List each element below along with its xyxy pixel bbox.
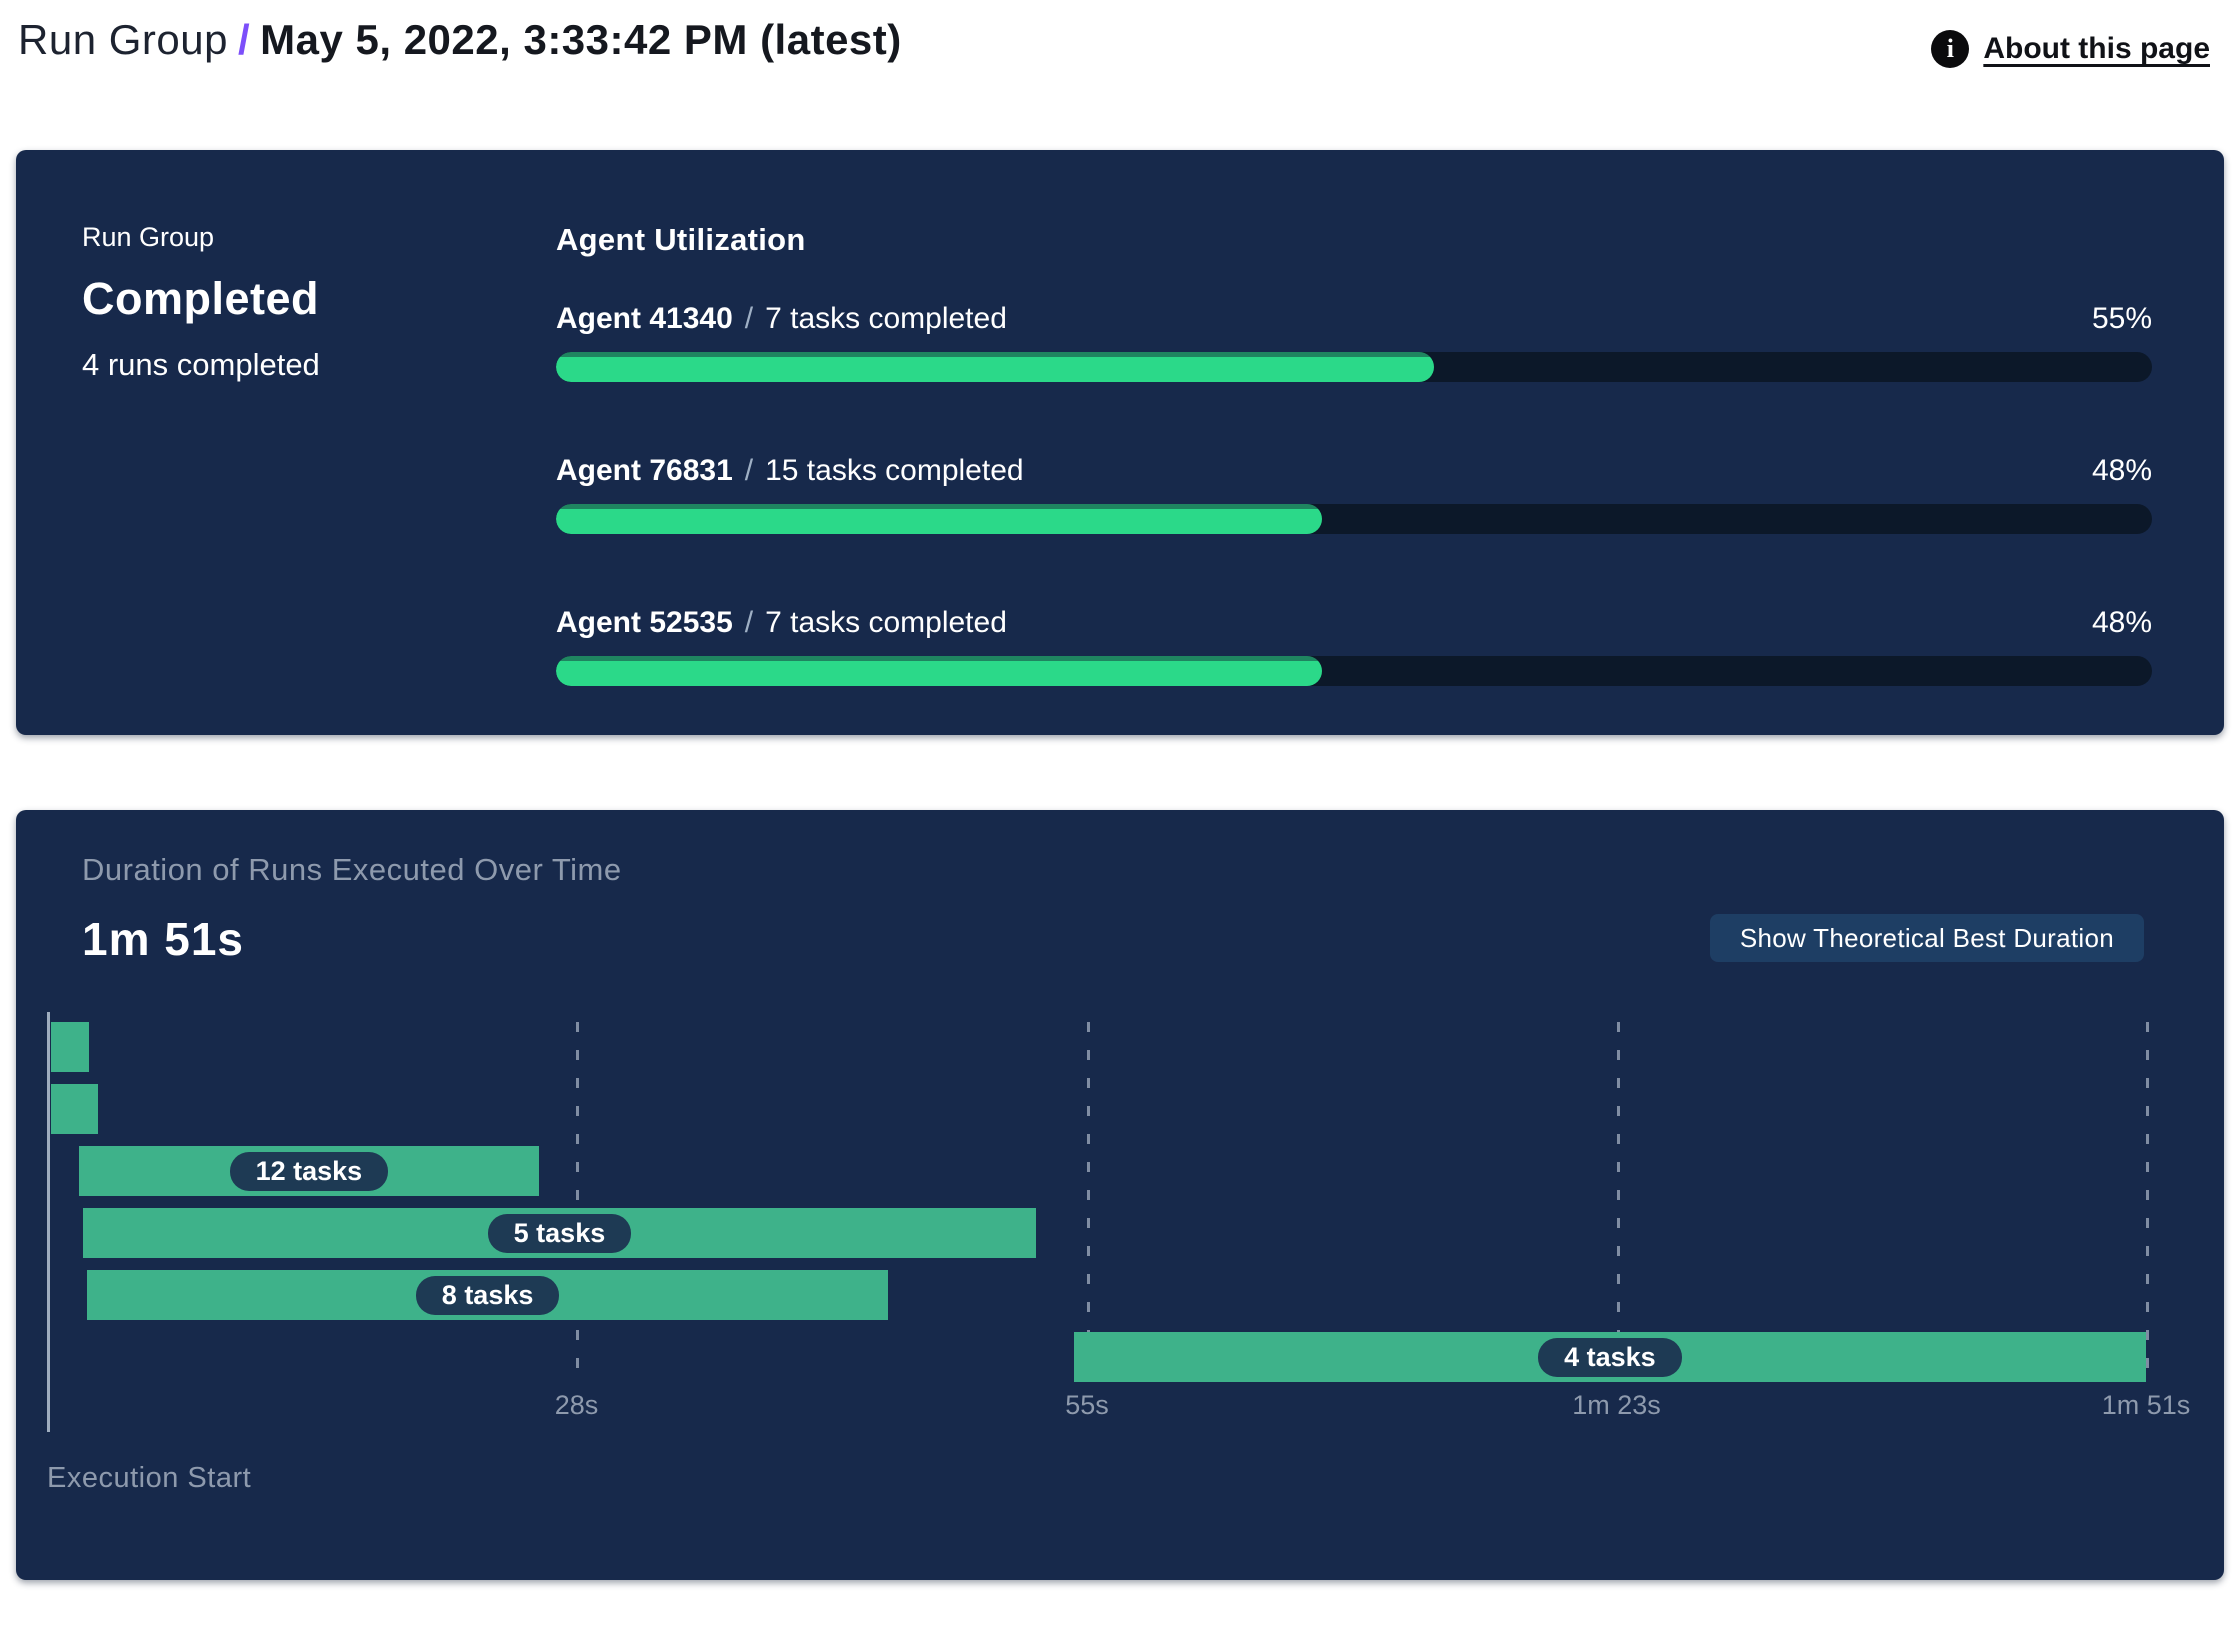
task-count-badge: 8 tasks: [415, 1275, 560, 1315]
agent-row: Agent 41340 / 7 tasks completed 55%: [556, 302, 2152, 382]
agent-tasks-completed: 7 tasks completed: [765, 302, 1007, 335]
agent-name: Agent 76831: [556, 454, 733, 487]
agent-percent: 48%: [2091, 606, 2152, 639]
axis-tick-label: 28s: [554, 1390, 599, 1420]
gridline: [576, 1022, 580, 1380]
info-icon[interactable]: i: [1931, 30, 1970, 68]
gantt-bar[interactable]: [50, 1084, 99, 1134]
agent-progress-track: [556, 352, 2152, 382]
agent-label-line: Agent 41340 / 7 tasks completed 55%: [556, 302, 2152, 336]
agent-percent: 55%: [2091, 302, 2152, 335]
gridline: [1087, 1022, 1091, 1380]
agent-separator: /: [744, 606, 754, 639]
run-group-panel: Run Group Completed 4 runs completed Age…: [16, 150, 2224, 735]
agent-progress-fill: [556, 656, 1323, 686]
about-this-page-link[interactable]: About this page: [1983, 32, 2210, 65]
agent-rows: Agent 41340 / 7 tasks completed 55% Agent 76…: [556, 302, 2152, 686]
gantt-bar[interactable]: 12 tasks: [79, 1146, 539, 1196]
gantt-bar[interactable]: 4 tasks: [1073, 1332, 2146, 1382]
agent-progress-track: [556, 656, 2152, 686]
axis-tick-label: 1m 23s: [1572, 1390, 1661, 1420]
agent-label-line: Agent 76831 / 15 tasks completed 48%: [556, 454, 2152, 488]
breadcrumb-separator: /: [237, 16, 251, 63]
task-count-badge: 12 tasks: [229, 1151, 389, 1191]
gantt-row: [47, 1022, 2146, 1072]
duration-chart-title: Duration of Runs Executed Over Time: [82, 852, 622, 887]
duration-panel: Duration of Runs Executed Over Time 1m 5…: [16, 810, 2224, 1580]
execution-start-label: Execution Start: [47, 1462, 252, 1494]
gantt-row: 4 tasks: [47, 1332, 2146, 1382]
run-group-summary: Run Group Completed 4 runs completed: [16, 222, 556, 735]
agent-label: Agent 52535 / 7 tasks completed: [556, 606, 1007, 640]
agent-tasks-completed: 7 tasks completed: [765, 606, 1007, 639]
page-title: May 5, 2022, 3:33:42 PM (latest): [260, 16, 902, 63]
runs-completed-count: 4 runs completed: [82, 347, 320, 382]
agent-percent: 48%: [2091, 454, 2152, 487]
task-count-badge: 4 tasks: [1538, 1337, 1682, 1377]
run-group-status: Completed: [82, 273, 320, 324]
task-count-badge: 5 tasks: [487, 1213, 632, 1253]
gridline: [1616, 1022, 1620, 1380]
agent-progress-fill: [556, 352, 1434, 382]
gantt-bar[interactable]: 5 tasks: [82, 1208, 1036, 1258]
agent-utilization-heading: Agent Utilization: [556, 222, 806, 257]
agent-progress-track: [556, 504, 2152, 534]
agent-progress-fill: [556, 504, 1323, 534]
agent-separator: /: [744, 302, 754, 335]
gantt-row: 12 tasks: [47, 1146, 2146, 1196]
agent-label-line: Agent 52535 / 7 tasks completed 48%: [556, 606, 2152, 640]
gantt-row: 5 tasks: [47, 1208, 2146, 1258]
agent-separator: /: [744, 454, 754, 487]
breadcrumb: Run Group / May 5, 2022, 3:33:42 PM (lates…: [18, 16, 902, 64]
axis-tick-label: 1m 51s: [2101, 1390, 2191, 1420]
about-this-page: i About this page: [1931, 30, 2210, 68]
show-theoretical-best-duration-button[interactable]: Show Theoretical Best Duration: [1709, 914, 2144, 962]
page-header: Run Group / May 5, 2022, 3:33:42 PM (lates…: [0, 0, 2240, 96]
agent-row: Agent 76831 / 15 tasks completed 48%: [556, 454, 2152, 534]
agent-name: Agent 52535: [556, 606, 733, 639]
gantt-bar[interactable]: [50, 1022, 89, 1072]
gantt-row: [47, 1084, 2146, 1134]
agent-tasks-completed: 15 tasks completed: [765, 454, 1024, 487]
gantt-chart: Execution Start 28s 55s 1m 23s 1m 51s 12 tas…: [47, 1012, 2190, 1522]
axis-tick-label: 55s: [1065, 1390, 1109, 1420]
total-duration: 1m 51s: [82, 913, 245, 965]
agent-label: Agent 76831 / 15 tasks completed: [556, 454, 1024, 488]
breadcrumb-root: Run Group: [18, 16, 228, 63]
run-group-label: Run Group: [82, 222, 215, 252]
gantt-bar[interactable]: 8 tasks: [86, 1270, 889, 1320]
agent-label: Agent 41340 / 7 tasks completed: [556, 302, 1007, 336]
gantt-row: 8 tasks: [47, 1270, 2146, 1320]
agent-name: Agent 41340: [556, 302, 733, 335]
agent-row: Agent 52535 / 7 tasks completed 48%: [556, 606, 2152, 686]
gridline: [2146, 1022, 2149, 1380]
agent-utilization-section: Agent Utilization Agent 41340 / 7 tasks co…: [556, 222, 2224, 735]
execution-start-axis: [47, 1012, 50, 1432]
